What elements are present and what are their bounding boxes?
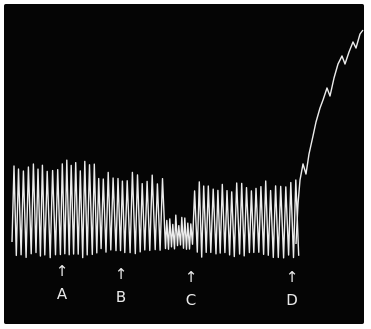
marker-b: ↑ B: [109, 267, 133, 306]
oscillation-trace: [11, 159, 300, 259]
marker-b-label: B: [115, 288, 127, 306]
marker-c-label: C: [185, 291, 197, 309]
marker-d: ↑ D: [280, 270, 304, 309]
marker-a-arrow: ↑: [55, 262, 69, 280]
marker-c: ↑ C: [179, 270, 203, 309]
marker-c-arrow: ↑: [184, 268, 198, 286]
marker-b-arrow: ↑: [114, 265, 128, 283]
marker-d-arrow: ↑: [285, 268, 299, 286]
recording-trace: [11, 29, 364, 259]
marker-d-label: D: [286, 291, 298, 309]
marker-a-label: A: [56, 285, 68, 303]
recording-panel: ↑ A ↑ B ↑ C ↑ D: [4, 4, 364, 324]
marker-a: ↑ A: [50, 264, 74, 303]
rising-trace: [295, 29, 364, 245]
